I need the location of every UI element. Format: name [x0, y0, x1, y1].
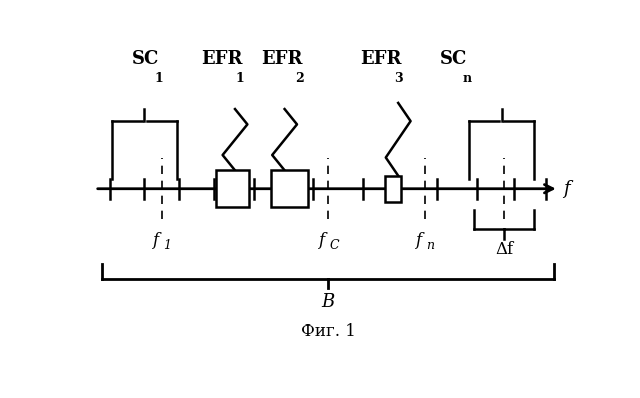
Text: EFR: EFR	[261, 50, 303, 68]
Text: n: n	[463, 72, 472, 84]
Text: f: f	[319, 232, 324, 249]
Text: f: f	[415, 232, 421, 249]
Text: Фиг. 1: Фиг. 1	[301, 324, 355, 340]
Text: EFR: EFR	[202, 50, 243, 68]
Text: 3: 3	[394, 72, 403, 84]
Text: n: n	[426, 239, 434, 252]
Text: 1: 1	[236, 72, 244, 84]
Text: 2: 2	[295, 72, 304, 84]
Text: Δf: Δf	[495, 241, 513, 258]
Text: EFR: EFR	[360, 50, 402, 68]
Text: SC: SC	[440, 50, 467, 68]
Text: 1: 1	[163, 239, 172, 252]
Text: SC: SC	[132, 50, 159, 68]
Bar	[385, 176, 401, 202]
Text: f: f	[152, 232, 158, 249]
Text: f: f	[564, 180, 570, 198]
Bar	[216, 170, 249, 207]
Bar	[271, 170, 308, 207]
Text: C: C	[330, 239, 339, 252]
Text: В: В	[321, 293, 335, 311]
Text: 1: 1	[155, 72, 164, 84]
